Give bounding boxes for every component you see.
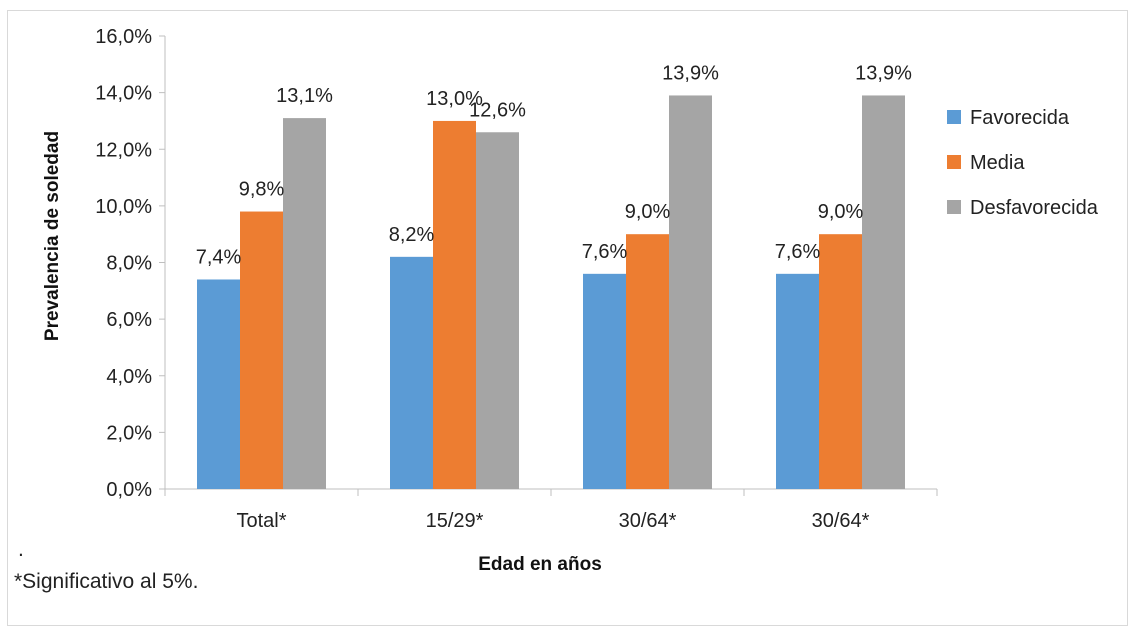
data-label: 9,0% bbox=[625, 201, 671, 223]
y-tick-label: 6,0% bbox=[106, 309, 152, 331]
data-label: 13,9% bbox=[662, 62, 719, 84]
y-tick-label: 16,0% bbox=[95, 26, 152, 48]
y-tick-label: 14,0% bbox=[95, 83, 152, 105]
bar bbox=[433, 120, 476, 489]
y-tick-label: 8,0% bbox=[106, 253, 152, 275]
data-labels: 7,4% 9,8% 13,1% 8,2% 13,0%12,6% 7,6% 9,0% 13,9%… bbox=[196, 62, 912, 268]
bar bbox=[776, 273, 819, 489]
data-label: 7,6% bbox=[582, 241, 628, 263]
data-label: 13,1% bbox=[276, 85, 333, 107]
x-axis-title: Edad en años bbox=[478, 554, 602, 575]
x-tick-label: 30/64* bbox=[619, 510, 677, 532]
x-tick-label: 15/29* bbox=[426, 510, 484, 532]
y-tick-label: 2,0% bbox=[106, 422, 152, 444]
y-tick-label: 12,0% bbox=[95, 139, 152, 161]
bar bbox=[669, 95, 712, 490]
y-tick-label: 10,0% bbox=[95, 196, 152, 218]
bar bbox=[626, 234, 669, 489]
legend-swatch bbox=[947, 110, 961, 124]
legend-label: Favorecida bbox=[970, 107, 1070, 129]
legend-swatch bbox=[947, 155, 961, 169]
data-label: 12,6% bbox=[469, 99, 526, 121]
significance-note: *Significativo al 5%. bbox=[14, 570, 198, 593]
y-axis: 0,0% 2,0% 4,0% 6,0% 8,0% 10,0% 12,0% 14,0% 16,0% bbox=[95, 26, 166, 501]
data-label: 9,8% bbox=[239, 179, 285, 201]
bar bbox=[283, 118, 326, 489]
bar bbox=[390, 256, 433, 489]
data-label: 13,0% bbox=[426, 88, 483, 110]
data-label: 8,2% bbox=[389, 224, 435, 246]
data-label: 7,4% bbox=[196, 246, 242, 268]
x-axis: Total* 15/29* 30/64* 30/64* bbox=[164, 488, 938, 532]
bar bbox=[819, 234, 862, 489]
x-tick-label: Total* bbox=[236, 510, 286, 532]
data-label: 7,6% bbox=[775, 241, 821, 263]
y-tick-label: 0,0% bbox=[106, 479, 152, 501]
data-label: 9,0% bbox=[818, 201, 864, 223]
legend: Favorecida Media Desfavorecida bbox=[947, 107, 1099, 219]
y-tick-label: 4,0% bbox=[106, 366, 152, 388]
bar bbox=[583, 273, 626, 489]
y-axis-title: Prevalencia de soledad bbox=[42, 131, 63, 341]
x-tick-label: 30/64* bbox=[812, 510, 870, 532]
bar bbox=[862, 95, 905, 490]
legend-label: Desfavorecida bbox=[970, 197, 1099, 219]
note-dot: . bbox=[18, 538, 24, 561]
chart-frame bbox=[7, 10, 1128, 626]
legend-swatch bbox=[947, 200, 961, 214]
data-label: 13,9% bbox=[855, 62, 912, 84]
bar bbox=[197, 279, 240, 489]
bar bbox=[240, 211, 283, 489]
legend-label: Media bbox=[970, 152, 1025, 174]
bars bbox=[197, 95, 905, 490]
bar bbox=[476, 132, 519, 489]
